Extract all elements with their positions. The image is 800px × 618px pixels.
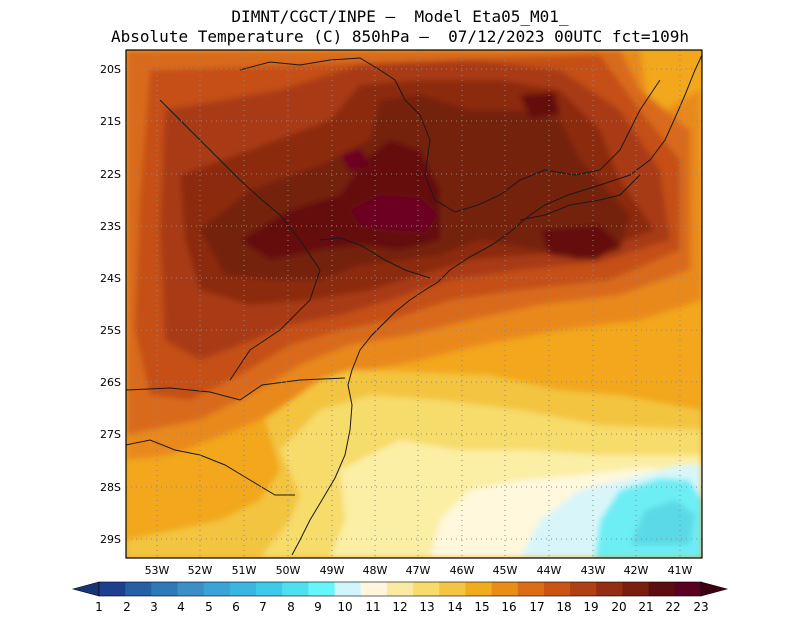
colorbar-cell [229, 582, 257, 596]
colorbar-cell [151, 582, 178, 596]
colorbar-cell [648, 582, 676, 596]
colorbar-cells [98, 581, 702, 597]
colorbar-cell [308, 582, 335, 596]
colorbar-label: 1 [95, 600, 103, 614]
lat-label: 22S [100, 168, 121, 181]
lon-label: 51W [232, 564, 257, 577]
colorbar-cell [125, 582, 152, 596]
colorbar-cell [570, 582, 597, 596]
colorbar-cell [334, 582, 362, 596]
colorbar-labels: 1 2 3 4 5 6 7 8 9 10 11 12 13 14 15 16 1… [95, 600, 708, 614]
lon-label: 49W [320, 564, 345, 577]
colorbar-label: 9 [314, 600, 322, 614]
lon-label: 53W [145, 564, 170, 577]
lat-label: 23S [100, 220, 121, 233]
colorbar-label: 2 [123, 600, 131, 614]
colorbar-cell [99, 582, 126, 596]
colorbar-label: 6 [232, 600, 240, 614]
lon-label: 44W [537, 564, 562, 577]
colorbar-frame [98, 581, 702, 597]
coastline [291, 54, 702, 556]
colorbar-label: 14 [447, 600, 462, 614]
lon-label: 42W [624, 564, 649, 577]
field-band-8 [630, 500, 695, 545]
colorbar-cell [413, 582, 440, 596]
colorbar-label: 3 [150, 600, 158, 614]
colorbar-cell [465, 582, 492, 596]
lon-label: 47W [406, 564, 431, 577]
colorbar-label: 13 [419, 600, 434, 614]
state-border-middle [126, 377, 346, 401]
state-border-sp-pr [319, 237, 431, 279]
lat-label: 26S [100, 376, 121, 389]
lat-label: 21S [100, 115, 121, 128]
colorbar-label: 21 [638, 600, 653, 614]
chart-title-line2: Absolute Temperature (C) 850hPa — 07/12/… [111, 27, 689, 46]
longitude-labels: 53W 52W 51W 50W 49W 48W 47W 46W 45W 44W … [145, 564, 693, 577]
colorbar-label: 15 [474, 600, 489, 614]
colorbar-cell [386, 582, 414, 596]
field-band-23 [340, 148, 438, 232]
lon-label: 43W [581, 564, 606, 577]
map-grid [126, 50, 702, 558]
latitude-labels: 20S 21S 22S 23S 24S 25S 26S 27S 28S 29S [100, 63, 121, 546]
lat-label: 24S [100, 272, 121, 285]
colorbar-label: 19 [583, 600, 598, 614]
lat-label: 27S [100, 428, 121, 441]
lat-label: 28S [100, 481, 121, 494]
colorbar: 1 2 3 4 5 6 7 8 9 10 11 12 13 14 15 16 1… [71, 581, 729, 614]
colorbar-label: 12 [392, 600, 407, 614]
colorbar-cell [674, 582, 702, 596]
colorbar-cell [543, 582, 571, 596]
colorbar-cell [622, 582, 650, 596]
lon-label: 48W [363, 564, 388, 577]
colorbar-label: 7 [259, 600, 267, 614]
state-border-sp-mg [239, 57, 661, 213]
colorbar-label: 22 [665, 600, 680, 614]
colorbar-cell [439, 582, 466, 596]
colorbar-label: 5 [205, 600, 213, 614]
state-border-south [126, 439, 295, 496]
lon-label: 52W [188, 564, 213, 577]
colorbar-cell [360, 582, 388, 596]
temperature-field [126, 50, 702, 558]
colorbar-label: 20 [611, 600, 626, 614]
plot-frame [125, 49, 703, 559]
colorbar-label: 17 [529, 600, 544, 614]
colorbar-cell [177, 582, 205, 596]
colorbar-label: 16 [501, 600, 516, 614]
lon-label: 45W [493, 564, 518, 577]
colorbar-under-arrow [71, 581, 100, 597]
colorbar-cell [256, 582, 283, 596]
colorbar-label: 11 [365, 600, 380, 614]
field-band-22 [240, 92, 620, 260]
lon-label: 41W [668, 564, 693, 577]
lon-label: 50W [276, 564, 301, 577]
lon-label: 46W [450, 564, 475, 577]
colorbar-label: 18 [556, 600, 571, 614]
colorbar-cell [491, 582, 519, 596]
colorbar-cell [517, 582, 545, 596]
lat-label: 25S [100, 324, 121, 337]
colorbar-cell [596, 582, 623, 596]
state-border-rj [519, 174, 641, 221]
colorbar-label: 23 [693, 600, 708, 614]
colorbar-label: 10 [337, 600, 352, 614]
colorbar-over-arrow [700, 581, 729, 597]
lat-label: 29S [100, 533, 121, 546]
lat-label: 20S [100, 63, 121, 76]
colorbar-label: 8 [287, 600, 295, 614]
colorbar-label: 4 [177, 600, 185, 614]
colorbar-cell [282, 582, 309, 596]
colorbar-cell [203, 582, 231, 596]
chart-title-line1: DIMNT/CGCT/INPE — Model Eta05_M01_ [231, 7, 569, 26]
